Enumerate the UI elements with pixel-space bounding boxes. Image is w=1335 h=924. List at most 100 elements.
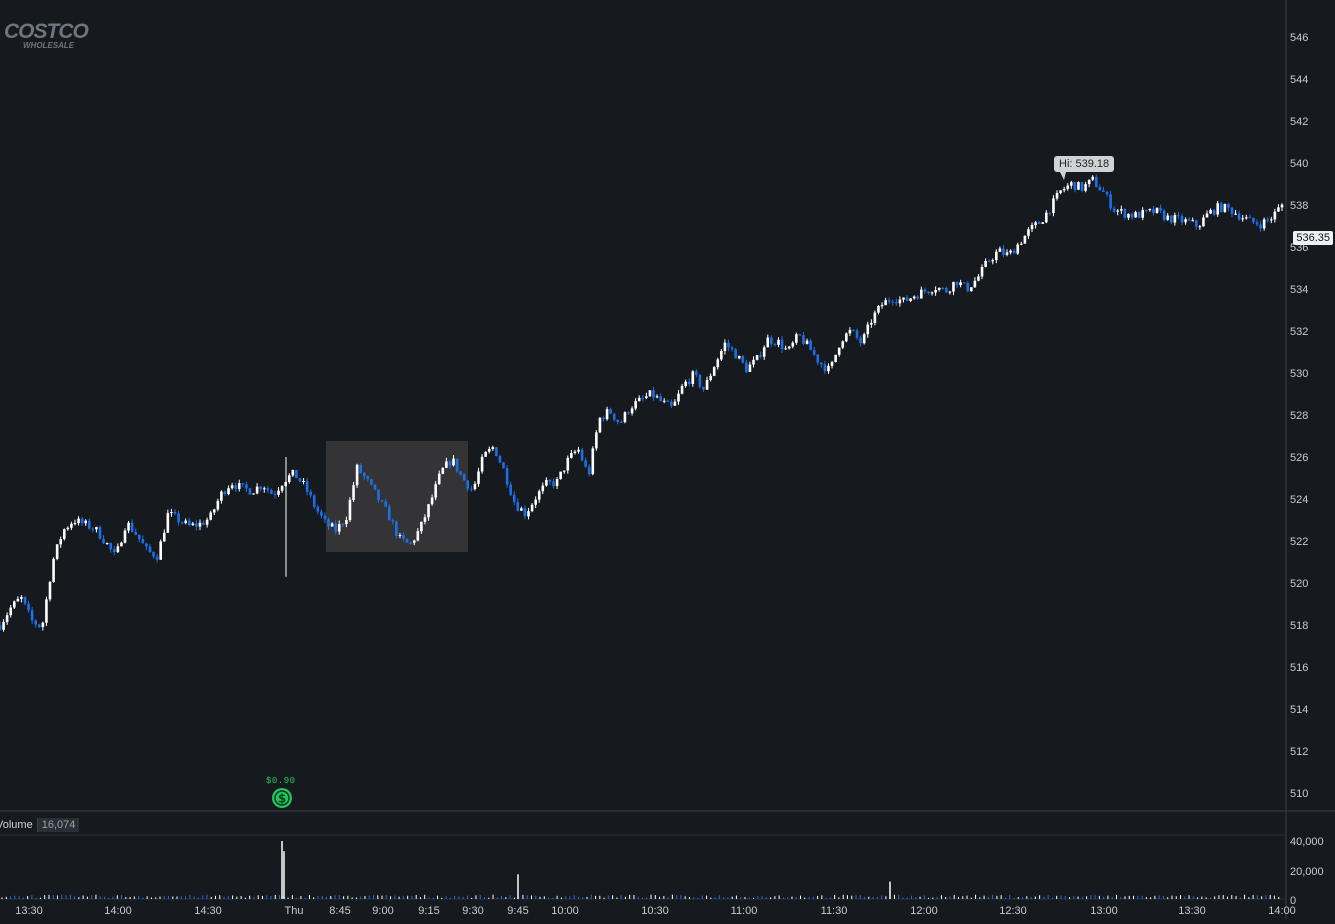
candle-up [1216, 203, 1220, 215]
costco-logo: COSTCO WHOLESALE [4, 20, 90, 50]
svg-text:$: $ [278, 792, 286, 806]
candle-up [1155, 207, 1159, 214]
candle-up [162, 532, 166, 542]
candle-up [1244, 217, 1248, 219]
candle-up [166, 513, 170, 533]
candle-down [1123, 209, 1127, 218]
candle-down [1048, 212, 1052, 214]
candle-down [1095, 176, 1098, 187]
candle-up [55, 544, 59, 559]
candle-up [662, 400, 666, 402]
candle-up [430, 497, 434, 505]
candle-down [1073, 182, 1077, 190]
candle-up [595, 432, 598, 449]
candle-up [762, 347, 766, 357]
candle-down [812, 350, 816, 355]
candle-up [709, 375, 712, 380]
candle-down [80, 518, 84, 524]
time-tick-label: 13:30 [1178, 905, 1206, 917]
candle-down [341, 524, 345, 526]
volume-tick-label: 0 [1290, 895, 1296, 907]
candle-down [745, 362, 748, 372]
candle-up [680, 386, 684, 394]
candle-up [330, 523, 334, 527]
candle-up [637, 397, 641, 402]
candle-down [580, 449, 584, 461]
candle-down [730, 347, 734, 350]
candle-up [948, 291, 952, 293]
candle-down [1162, 210, 1166, 220]
candle-up [287, 475, 291, 483]
candle-down [30, 610, 34, 621]
candle-up [1030, 225, 1034, 230]
candle-up [1084, 184, 1087, 191]
candle-down [891, 301, 895, 303]
candle-down [666, 400, 670, 402]
candle-up [62, 529, 66, 539]
dollar-circle-icon[interactable]: $ [271, 787, 293, 809]
candle-up [1262, 219, 1266, 229]
candle-down [466, 480, 470, 489]
candle-down [895, 302, 898, 304]
candle-up [845, 333, 848, 342]
candle-up [520, 508, 523, 511]
price-tick-label: 540 [1290, 158, 1308, 170]
candle-down [373, 484, 377, 490]
candle-down [309, 491, 312, 496]
candle-up [959, 282, 962, 286]
candle-up [970, 287, 973, 292]
time-tick-label: 14:30 [194, 905, 222, 917]
candle-down [0, 625, 2, 630]
time-tick-label: 9:15 [418, 905, 439, 917]
candle-up [873, 312, 877, 323]
candle-down [1080, 182, 1084, 191]
candle-down [498, 456, 502, 463]
candle-down [152, 552, 155, 557]
candle-up [1166, 215, 1170, 220]
candle-down [759, 355, 762, 357]
candle-up [20, 596, 23, 599]
candle-up [1023, 235, 1027, 244]
candle-down [1159, 207, 1162, 211]
candle-down [1145, 209, 1148, 211]
candle-up [795, 334, 798, 343]
candle-up [12, 601, 16, 608]
candle-down [620, 421, 623, 423]
candle-up [677, 393, 680, 402]
candle-up [255, 486, 259, 494]
candle-up [991, 260, 995, 262]
candle-up [16, 598, 20, 602]
candle-down [187, 520, 191, 526]
price-tick-label: 526 [1290, 452, 1308, 464]
candle-up [277, 490, 280, 495]
candle-up [937, 287, 941, 291]
candle-down [816, 354, 820, 363]
candle-down [916, 296, 920, 299]
candle-up [530, 504, 534, 512]
candle-down [495, 447, 498, 457]
candle-down [505, 468, 509, 485]
candle-up [877, 305, 880, 313]
candle-down [380, 500, 384, 502]
candle-up [737, 355, 741, 359]
candle-down [327, 519, 330, 527]
candle-down [298, 478, 302, 482]
candle-down [112, 549, 116, 553]
candle-down [455, 458, 459, 472]
candle-up [555, 478, 559, 487]
price-tick-label: 516 [1290, 662, 1308, 674]
candle-down [1130, 213, 1134, 218]
candle-down [955, 281, 959, 286]
candle-down [987, 261, 991, 263]
price-tick-label: 528 [1290, 410, 1308, 422]
candle-down [405, 538, 409, 543]
candle-down [523, 508, 527, 517]
candle-down [962, 282, 966, 284]
candle-up [848, 329, 852, 334]
candle-down [616, 419, 620, 422]
candle-up [1005, 252, 1009, 255]
candle-down [1102, 190, 1105, 192]
candle-down [1098, 186, 1102, 191]
